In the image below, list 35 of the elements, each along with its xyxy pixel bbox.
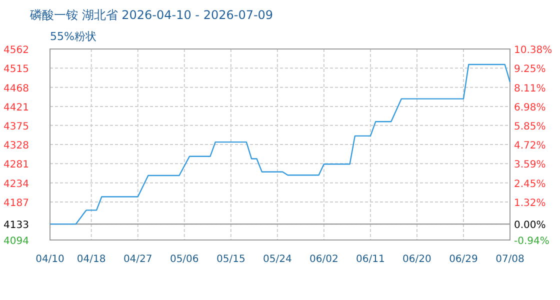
ytick: 4375 (4, 121, 29, 132)
y2tick: -0.94% (514, 236, 550, 247)
y2tick: 10.38% (514, 45, 552, 56)
title: 磷酸一铵 湖北省 2026-04-10 - 2026-07-09 (30, 8, 274, 22)
xtick: 05/06 (170, 254, 199, 265)
xtick: 05/24 (263, 254, 292, 265)
ytick: 4328 (4, 140, 29, 152)
xtick: 06/29 (449, 254, 478, 265)
xtick: 06/02 (310, 254, 338, 265)
y2tick: 4.72% (514, 140, 546, 152)
xtick: 06/20 (402, 254, 432, 265)
ytick: 4187 (4, 198, 29, 210)
y2tick: 0.00% (514, 220, 546, 232)
subtitle: 55%粉状 (50, 30, 96, 43)
xtick: 07/08 (496, 254, 524, 265)
y2tick: 8.11% (514, 83, 546, 94)
ytick: 4094 (4, 236, 29, 247)
xtick: 05/15 (216, 254, 246, 265)
xtick: 06/11 (356, 254, 385, 265)
ytick: 4421 (4, 102, 29, 114)
y2tick: 2.45% (514, 178, 546, 190)
xtick: 04/27 (123, 254, 152, 265)
y2tick: 6.98% (514, 102, 546, 114)
y2tick: 9.25% (514, 64, 546, 76)
xtick: 04/10 (36, 254, 64, 265)
ytick: 4133 (4, 220, 29, 232)
y2tick: 5.85% (514, 121, 546, 132)
ytick: 4562 (4, 45, 29, 56)
y2tick: 3.59% (514, 160, 546, 171)
y2tick: 1.32% (514, 198, 546, 209)
ytick: 4515 (4, 64, 29, 76)
ytick: 4468 (4, 83, 29, 94)
ytick: 4281 (4, 160, 29, 171)
xtick: 04/18 (76, 254, 106, 265)
ytick: 4234 (4, 178, 29, 190)
